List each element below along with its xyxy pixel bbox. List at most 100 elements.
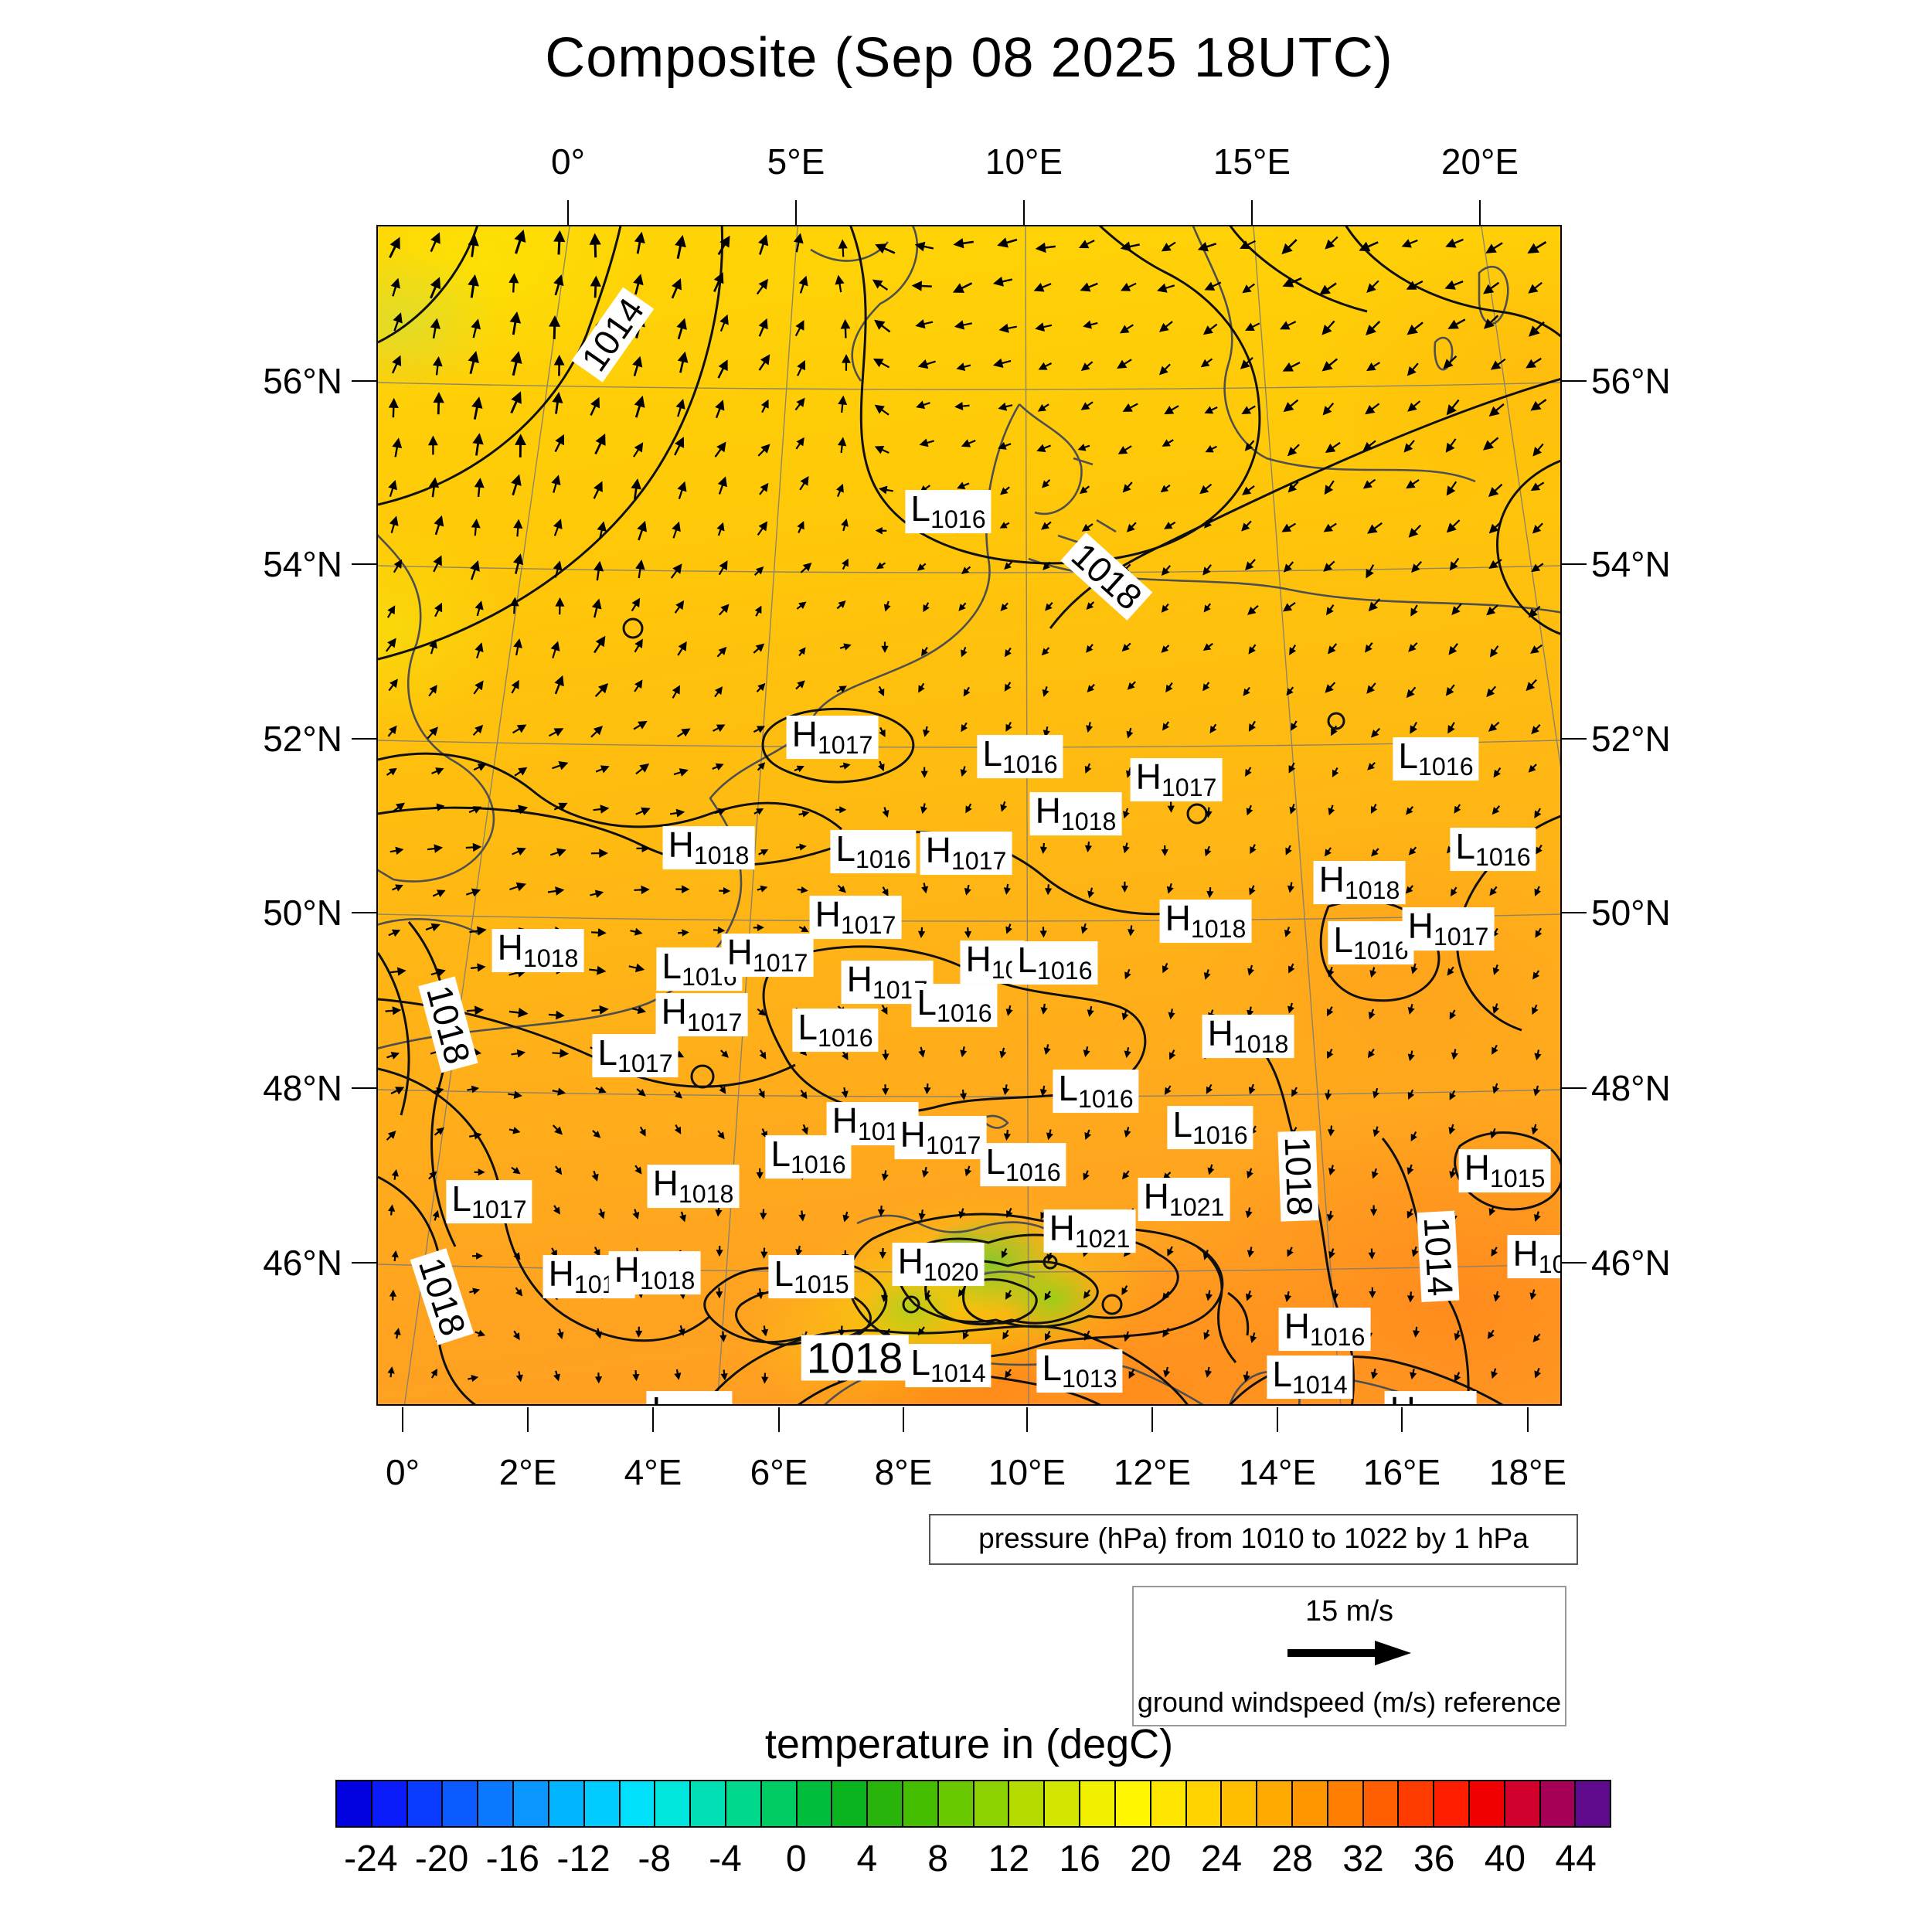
colorbar-tick-label: -4 bbox=[709, 1838, 742, 1879]
bottom-axis-tick bbox=[1277, 1407, 1278, 1432]
bottom-axis-label: 14°E bbox=[1238, 1452, 1317, 1492]
weather-map: 1014 L1016 1018 H1017 L1016 H1017 L1016 H1018 H1… bbox=[376, 225, 1562, 1406]
colorbar-tick-label: -8 bbox=[638, 1838, 672, 1879]
contour-label: 1014 bbox=[1417, 1210, 1461, 1303]
pressure-center-label: H1018 bbox=[1202, 1015, 1294, 1058]
pressure-center-label: H1018 bbox=[492, 929, 584, 972]
bottom-axis-tick bbox=[652, 1407, 654, 1432]
pressure-center-label: L1014 bbox=[1267, 1355, 1353, 1399]
left-axis-tick bbox=[352, 1087, 376, 1089]
wind-speed-label: 15 m/s bbox=[1304, 1595, 1394, 1628]
pressure-center-label: L1016 bbox=[911, 984, 998, 1027]
coastlines bbox=[378, 226, 1560, 1404]
pressure-center-label: L1016 bbox=[1450, 828, 1536, 871]
colorbar-segment bbox=[1576, 1781, 1611, 1826]
pressure-caption-text: pressure (hPa) from 1010 to 1022 by 1 hP… bbox=[978, 1522, 1529, 1554]
bottom-axis-label: 8°E bbox=[874, 1452, 933, 1492]
colorbar-segment bbox=[974, 1781, 1010, 1826]
wind-reference-arrow-icon bbox=[1287, 1641, 1411, 1665]
bottom-axis-label: 18°E bbox=[1488, 1452, 1567, 1492]
top-axis-label: 5°E bbox=[767, 141, 825, 182]
colorbar-segment bbox=[372, 1781, 408, 1826]
colorbar-segment bbox=[761, 1781, 798, 1826]
pressure-center-label: H1018 bbox=[1029, 792, 1122, 835]
temperature-colorbar bbox=[335, 1780, 1611, 1828]
top-axis-label: 20°E bbox=[1440, 141, 1519, 182]
colorbar-tick-label: 28 bbox=[1271, 1838, 1313, 1879]
pressure-contours bbox=[378, 226, 1560, 1404]
top-axis-label: 0° bbox=[551, 141, 585, 182]
pressure-center-label: L1016 bbox=[1167, 1106, 1253, 1149]
pressure-center-label: H1021 bbox=[1138, 1178, 1230, 1221]
left-axis-label: 48°N bbox=[263, 1068, 342, 1108]
colorbar-segment bbox=[903, 1781, 939, 1826]
colorbar-segment bbox=[1434, 1781, 1470, 1826]
top-axis-label: 15°E bbox=[1213, 141, 1291, 182]
colorbar-segment bbox=[1470, 1781, 1505, 1826]
pressure-center-label: H1017 bbox=[655, 993, 748, 1036]
map-graphics bbox=[378, 226, 1560, 1404]
colorbar-segment bbox=[620, 1781, 656, 1826]
colorbar-segment bbox=[443, 1781, 479, 1826]
pressure-center-label: H101 bbox=[1507, 1235, 1560, 1278]
wind-arrows bbox=[385, 230, 1547, 1384]
bottom-axis-tick bbox=[903, 1407, 904, 1432]
colorbar-segment bbox=[337, 1781, 372, 1826]
right-axis-label: 52°N bbox=[1591, 719, 1671, 759]
pressure-center-label: H1017 bbox=[894, 1116, 987, 1159]
pressure-center-label: H1017 bbox=[1130, 758, 1223, 801]
right-axis-tick bbox=[1562, 738, 1587, 740]
pressure-center-label: H1017 bbox=[920, 832, 1012, 875]
pressure-center-label: H1018 bbox=[647, 1165, 740, 1208]
colorbar-segment bbox=[1257, 1781, 1293, 1826]
bottom-axis-tick bbox=[1151, 1407, 1153, 1432]
colorbar-tick-label: -16 bbox=[485, 1838, 539, 1879]
colorbar-segment bbox=[1328, 1781, 1364, 1826]
right-axis-tick bbox=[1562, 1262, 1587, 1264]
pressure-center-label: H1018 bbox=[1159, 900, 1252, 943]
right-axis-label: 46°N bbox=[1591, 1243, 1671, 1283]
pressure-center-label: L1016 bbox=[792, 1009, 879, 1052]
colorbar-segment bbox=[549, 1781, 585, 1826]
pressure-center-label: L1014 bbox=[646, 1391, 733, 1404]
pressure-center-label: H1018 bbox=[608, 1251, 701, 1294]
colorbar-tick-label: -24 bbox=[344, 1838, 398, 1879]
left-axis-tick bbox=[352, 738, 376, 740]
pressure-center-label: H1016 bbox=[1278, 1308, 1371, 1351]
left-axis-label: 50°N bbox=[263, 893, 342, 933]
pressure-center-label: L1015 bbox=[768, 1255, 855, 1298]
pressure-center-label: L1016 bbox=[1328, 921, 1414, 964]
bottom-axis-label: 4°E bbox=[624, 1452, 682, 1492]
colorbar-segment bbox=[726, 1781, 762, 1826]
right-axis-label: 50°N bbox=[1591, 893, 1671, 933]
pressure-center-label: H1017 bbox=[786, 716, 879, 759]
colorbar-tick-label: -20 bbox=[414, 1838, 469, 1879]
left-axis-label: 46°N bbox=[263, 1243, 342, 1283]
bottom-axis-label: 16°E bbox=[1362, 1452, 1441, 1492]
colorbar-tick-label: 12 bbox=[988, 1838, 1030, 1879]
bottom-axis-tick bbox=[778, 1407, 780, 1432]
right-axis-label: 54°N bbox=[1591, 544, 1671, 584]
colorbar-segment bbox=[514, 1781, 549, 1826]
pressure-center-label: L1016 bbox=[1393, 737, 1479, 781]
colorbar-segment bbox=[938, 1781, 975, 1826]
bottom-axis-label: 0° bbox=[386, 1452, 420, 1492]
colorbar-tick-label: 8 bbox=[927, 1838, 948, 1879]
wind-reference-box: 15 m/s ground windspeed (m/s) reference bbox=[1132, 1586, 1566, 1726]
pressure-center-label: H1018 bbox=[662, 826, 755, 869]
right-axis-tick bbox=[1562, 563, 1587, 565]
colorbar-segment bbox=[1009, 1781, 1046, 1826]
bottom-axis-tick bbox=[527, 1407, 529, 1432]
pressure-center-label: H1017 bbox=[721, 934, 814, 977]
pressure-center-label: H1016 bbox=[1384, 1391, 1477, 1404]
colorbar-tick-label: 24 bbox=[1200, 1838, 1243, 1879]
colorbar-segment bbox=[1292, 1781, 1328, 1826]
graticule-lines bbox=[378, 226, 1560, 1404]
left-axis-label: 52°N bbox=[263, 719, 342, 759]
right-axis-tick bbox=[1562, 1087, 1587, 1089]
left-axis-label: 54°N bbox=[263, 544, 342, 584]
pressure-caption-box: pressure (hPa) from 1010 to 1022 by 1 hP… bbox=[929, 1514, 1578, 1565]
colorbar-segment bbox=[691, 1781, 726, 1826]
left-axis-tick bbox=[352, 380, 376, 382]
